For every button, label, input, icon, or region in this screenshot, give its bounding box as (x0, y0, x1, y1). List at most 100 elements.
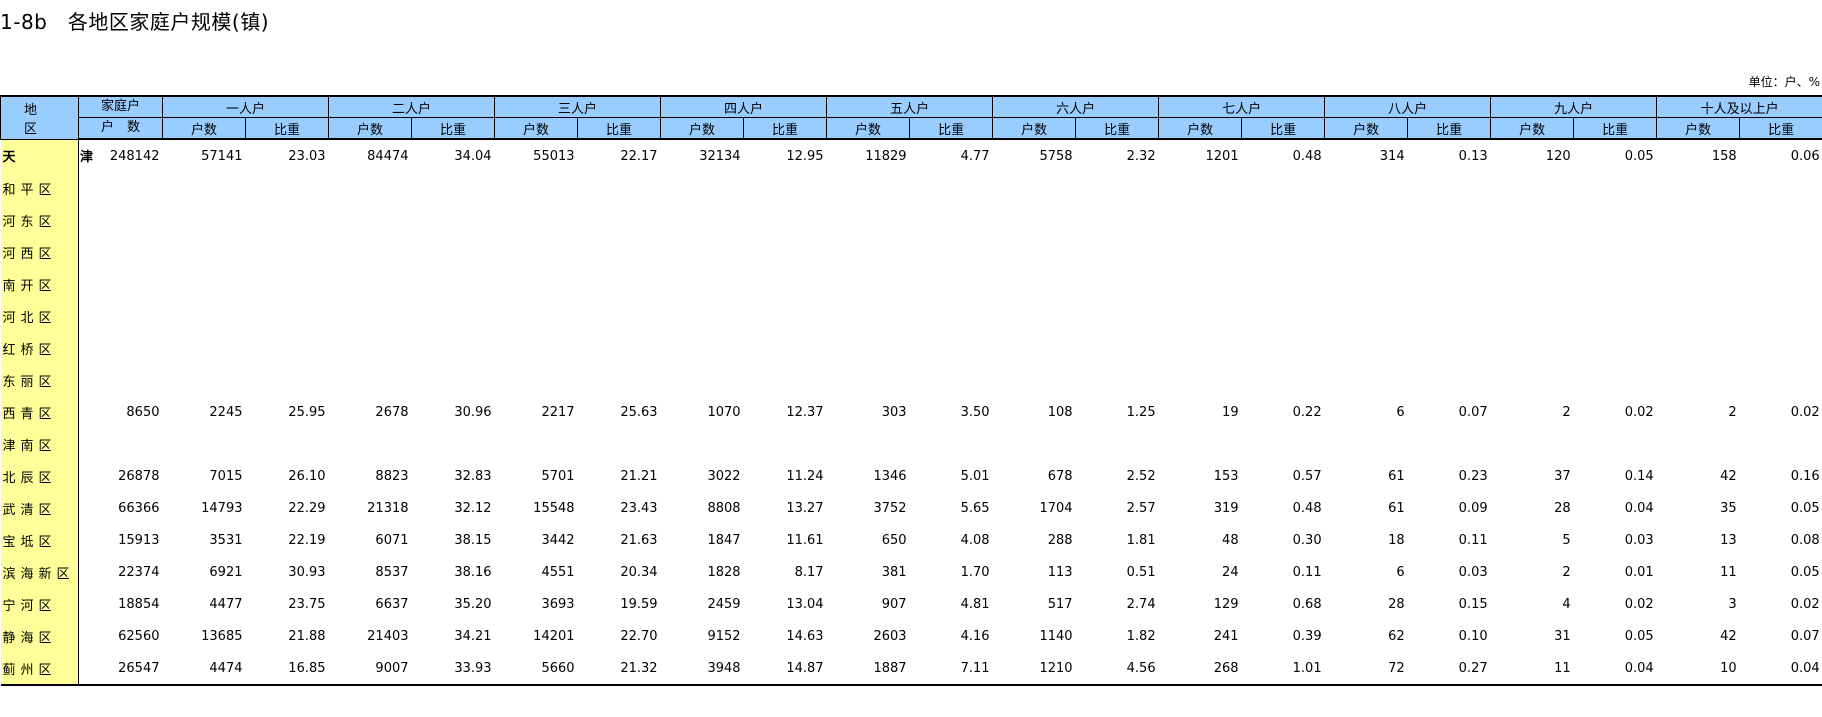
share-cell: 4.81 (960, 596, 990, 612)
count-cell (1491, 268, 1574, 300)
share-cell (1242, 268, 1325, 300)
share-cell (246, 332, 329, 364)
share-cell: 0.08 (1790, 532, 1820, 548)
count-cell: 2603 (873, 628, 907, 644)
count-cell: 2 (1562, 404, 1571, 420)
count-cell (163, 236, 246, 268)
count-cell (329, 172, 412, 204)
region-cell: 东丽区 (0, 364, 79, 396)
group-header: 四人户 (660, 95, 828, 118)
share-cell: 8.17 (794, 564, 824, 580)
share-cell (1740, 332, 1822, 364)
total-households-cell (79, 236, 163, 268)
share-cell: 13.04 (786, 596, 824, 612)
share-cell (910, 300, 993, 332)
count-subheader: 户数 (826, 117, 911, 140)
count-cell (1159, 332, 1242, 364)
share-cell: 3.50 (960, 404, 990, 420)
count-cell (1657, 332, 1740, 364)
share-cell (1574, 428, 1657, 460)
share-cell: 32.12 (454, 500, 492, 516)
count-cell: 14201 (533, 628, 575, 644)
count-cell (827, 300, 910, 332)
region-cell: 滨海新区 (0, 556, 79, 588)
share-cell: 22.29 (288, 500, 326, 516)
share-cell: 0.48 (1292, 148, 1322, 164)
count-cell (1325, 236, 1408, 268)
count-cell: 19 (1222, 404, 1239, 420)
count-cell: 24 (1222, 564, 1239, 580)
share-cell: 0.06 (1790, 148, 1820, 164)
share-cell: 23.75 (288, 596, 326, 612)
count-subheader: 户数 (328, 117, 413, 140)
share-cell: 0.10 (1458, 628, 1488, 644)
count-cell (827, 332, 910, 364)
share-cell (1076, 236, 1159, 268)
table-row: 西青区 8650 2245 25.95 2678 30.96 2217 25.63 1070 12… (0, 396, 1822, 428)
count-cell (661, 364, 744, 396)
count-cell (495, 204, 578, 236)
share-cell (246, 300, 329, 332)
count-cell (661, 236, 744, 268)
count-cell (1325, 300, 1408, 332)
share-cell: 2.74 (1126, 596, 1156, 612)
share-cell: 0.13 (1458, 148, 1488, 164)
share-cell: 5.01 (960, 468, 990, 484)
share-cell: 1.25 (1126, 404, 1156, 420)
count-cell (1159, 268, 1242, 300)
share-cell: 1.70 (960, 564, 990, 580)
count-cell (163, 428, 246, 460)
count-cell: 11 (1490, 652, 1574, 686)
count-cell: 129 (1213, 596, 1239, 612)
table-row: 宁河区 18854 4477 23.75 6637 35.20 3693 19.59 2459 1… (0, 588, 1822, 620)
share-subheader: 比重 (1573, 117, 1658, 140)
share-cell (246, 428, 329, 460)
count-cell: 4551 (541, 564, 575, 580)
table-row: 和平区 (0, 172, 1822, 204)
share-cell (412, 300, 495, 332)
count-cell: 678 (1047, 468, 1073, 484)
share-cell: 0.23 (1458, 468, 1488, 484)
count-cell (993, 364, 1076, 396)
count-cell: 3752 (873, 500, 907, 516)
share-cell: 0.22 (1292, 404, 1322, 420)
count-cell: 62 (1388, 628, 1405, 644)
share-subheader: 比重 (577, 117, 662, 140)
count-subheader: 户数 (1158, 117, 1243, 140)
count-cell (827, 268, 910, 300)
region-cell: 宝坻区 (0, 524, 79, 556)
region-cell: 宁河区 (0, 588, 79, 620)
share-cell: 34.04 (454, 148, 492, 164)
total-households-cell: 8650 (126, 404, 160, 420)
share-cell: 0.05 (1624, 148, 1654, 164)
count-cell (163, 332, 246, 364)
count-cell: 42 (1720, 628, 1737, 644)
share-cell: 26.10 (288, 468, 326, 484)
share-cell (412, 332, 495, 364)
share-cell: 2.57 (1126, 500, 1156, 516)
count-cell (661, 300, 744, 332)
share-cell: 4.77 (960, 148, 990, 164)
share-cell: 0.48 (1292, 500, 1322, 516)
count-cell: 10 (1656, 652, 1740, 686)
count-cell (495, 428, 578, 460)
share-cell: 16.85 (245, 652, 329, 686)
count-cell: 381 (881, 564, 907, 580)
count-cell: 2245 (209, 404, 243, 420)
count-cell: 6637 (375, 596, 409, 612)
count-cell: 120 (1545, 148, 1571, 164)
share-cell: 11.24 (786, 468, 824, 484)
share-cell: 12.37 (786, 404, 824, 420)
count-cell: 1070 (707, 404, 741, 420)
count-cell: 7015 (209, 468, 243, 484)
region-cell: 武清区 (0, 492, 79, 524)
count-subheader: 户数 (162, 117, 246, 140)
count-cell (1325, 428, 1408, 460)
share-cell (246, 204, 329, 236)
count-cell (1325, 364, 1408, 396)
count-cell (827, 236, 910, 268)
group-header: 六人户 (992, 95, 1160, 118)
count-cell (1491, 172, 1574, 204)
table-row: 滨海新区 22374 6921 30.93 8537 38.16 4551 20.34 1828… (0, 556, 1822, 588)
share-cell (1076, 172, 1159, 204)
